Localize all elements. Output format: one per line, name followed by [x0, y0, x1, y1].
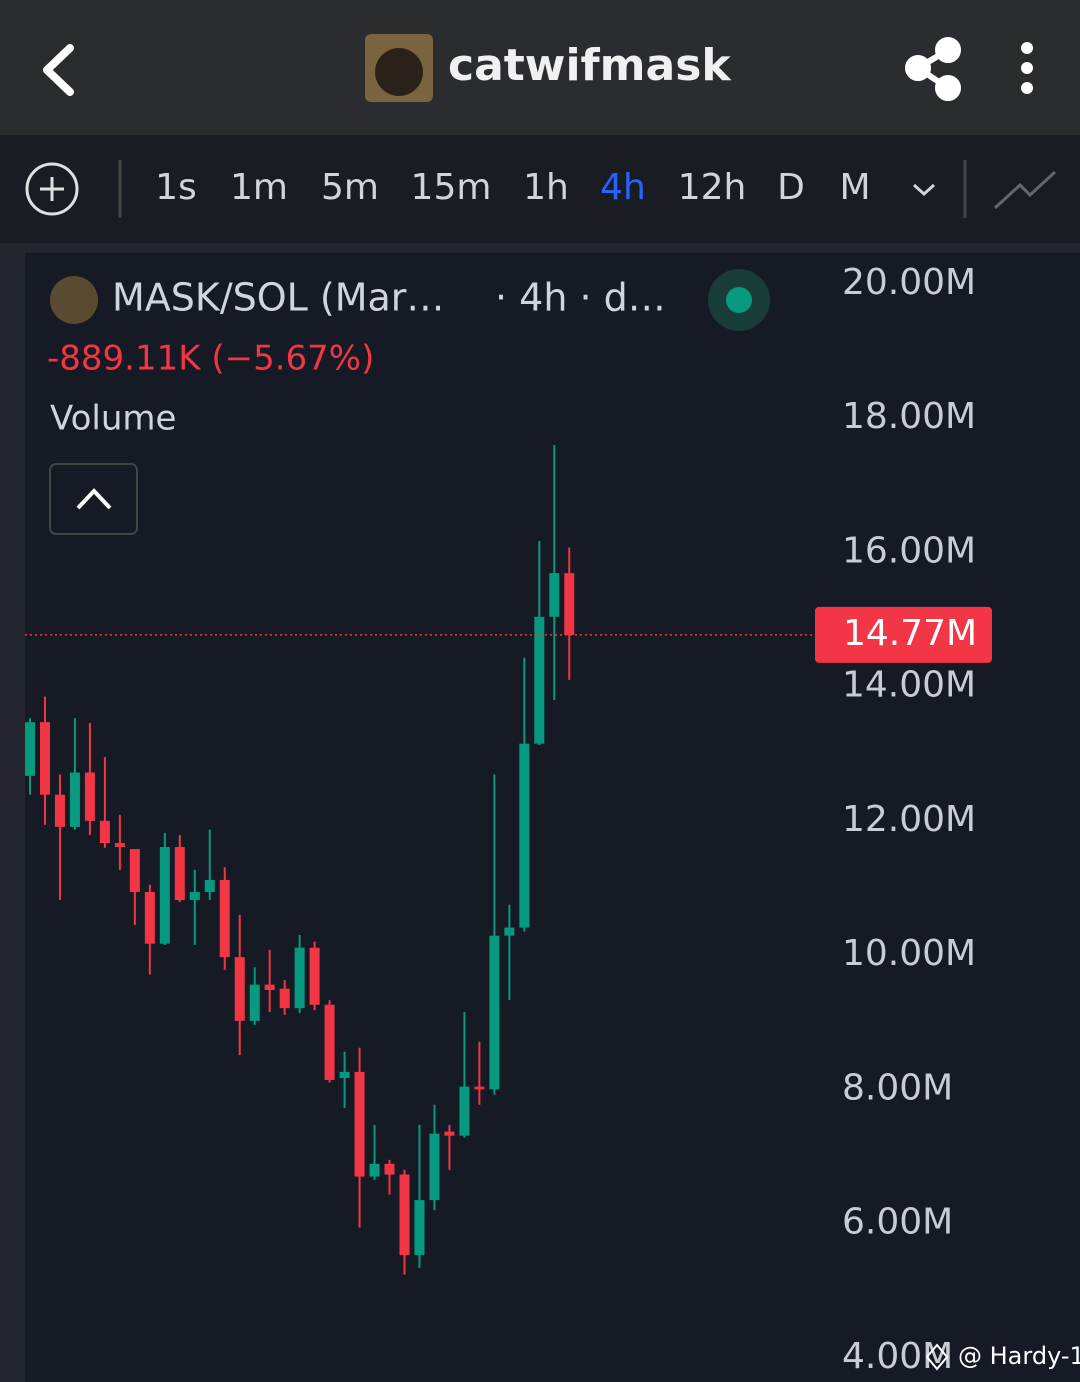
candle-body [399, 1174, 410, 1256]
symbol-avatar [50, 276, 98, 324]
candle-body [159, 847, 170, 944]
candle-body [489, 935, 500, 1090]
current-price-box [815, 606, 992, 663]
collapse-button[interactable] [49, 463, 138, 535]
chart-style-button[interactable] [993, 170, 1057, 210]
candle-body [54, 794, 65, 827]
interval-info: · 4h · d… [495, 276, 666, 320]
candle-body [144, 892, 155, 944]
add-button[interactable] [25, 162, 79, 216]
indicator: Volume [50, 399, 176, 439]
watermark-icon [925, 1343, 949, 1371]
interval-tab[interactable]: M [839, 167, 870, 208]
candle-body [534, 616, 545, 744]
candle-body [414, 1200, 425, 1256]
candle-body [444, 1131, 455, 1136]
toolbar [0, 135, 1080, 243]
candle-body [25, 722, 35, 776]
candle-body [294, 947, 305, 1009]
candle-body [264, 984, 275, 991]
current-price-label: 14.77M [843, 613, 977, 654]
collapse-icon [76, 488, 112, 510]
candle-body [219, 879, 230, 958]
y-tick-label: 12.00M [842, 799, 976, 840]
interval-tab[interactable]: 1s [155, 167, 197, 208]
candle-body [39, 722, 50, 795]
token-avatar-face [375, 48, 423, 96]
candle-body [69, 772, 80, 827]
chart-panel [25, 253, 1080, 1382]
price-axis: 20.00M 18.00M 16.00M 14.00M 12.00M 10.00M 8.00… [815, 262, 992, 1377]
y-tick-label: 18.00M [842, 396, 976, 437]
interval-tab[interactable]: 12h [678, 167, 747, 208]
interval-tab[interactable]: 5m [321, 167, 379, 208]
more-button[interactable] [1021, 42, 1033, 94]
candle-body [129, 849, 140, 893]
plot [25, 444, 815, 1275]
interval-tab[interactable]: 15m [411, 167, 492, 208]
candle-body [174, 847, 185, 901]
candle-body [324, 1004, 335, 1080]
symbol: MASK/SOL (Mar… [112, 276, 444, 320]
interval-list: 1s 1m 5m 15m 1h 4h 12h D M [155, 167, 870, 208]
token-title: catwifmask [448, 40, 732, 91]
candle-body [189, 892, 200, 901]
candle-body [249, 984, 260, 1021]
candle-body [114, 843, 125, 848]
candle-body [369, 1163, 380, 1177]
y-tick-label: 4.00M [842, 1336, 953, 1377]
candle-body [354, 1071, 365, 1177]
y-tick-label: 16.00M [842, 530, 976, 571]
more-intervals[interactable] [912, 183, 936, 197]
candle-body [84, 772, 95, 821]
watermark: @ Hardy-1 [958, 1342, 1080, 1370]
interval-tab[interactable]: 1h [523, 167, 569, 208]
y-tick-label: 6.00M [842, 1202, 953, 1243]
candle-body [549, 573, 560, 617]
y-tick-label: 10.00M [842, 933, 976, 974]
candle-body [474, 1086, 485, 1090]
y-tick-label: 14.00M [842, 665, 976, 706]
candle-body [339, 1071, 350, 1078]
header-bar [0, 0, 1080, 135]
share-button[interactable] [905, 37, 961, 101]
candle-body [504, 927, 515, 936]
y-tick-label: 20.00M [842, 262, 976, 303]
candle-body [459, 1086, 470, 1136]
candle-body [204, 879, 215, 893]
candle-body [429, 1133, 440, 1201]
interval-tab[interactable]: 1m [230, 167, 288, 208]
interval-tab[interactable]: 4h [600, 167, 646, 208]
interval-tab[interactable]: D [777, 167, 805, 208]
candle-body [234, 957, 245, 1021]
price-change: -889.11K (−5.67%) [47, 339, 374, 379]
candle-body [99, 820, 110, 844]
back-button[interactable] [43, 44, 74, 96]
candle-body [519, 743, 530, 928]
status-dot [726, 287, 752, 313]
candle-body [309, 947, 320, 1005]
y-tick-label: 8.00M [842, 1067, 953, 1108]
candle-body [279, 988, 290, 1009]
candle-body [384, 1163, 395, 1175]
candle-body [564, 573, 575, 635]
